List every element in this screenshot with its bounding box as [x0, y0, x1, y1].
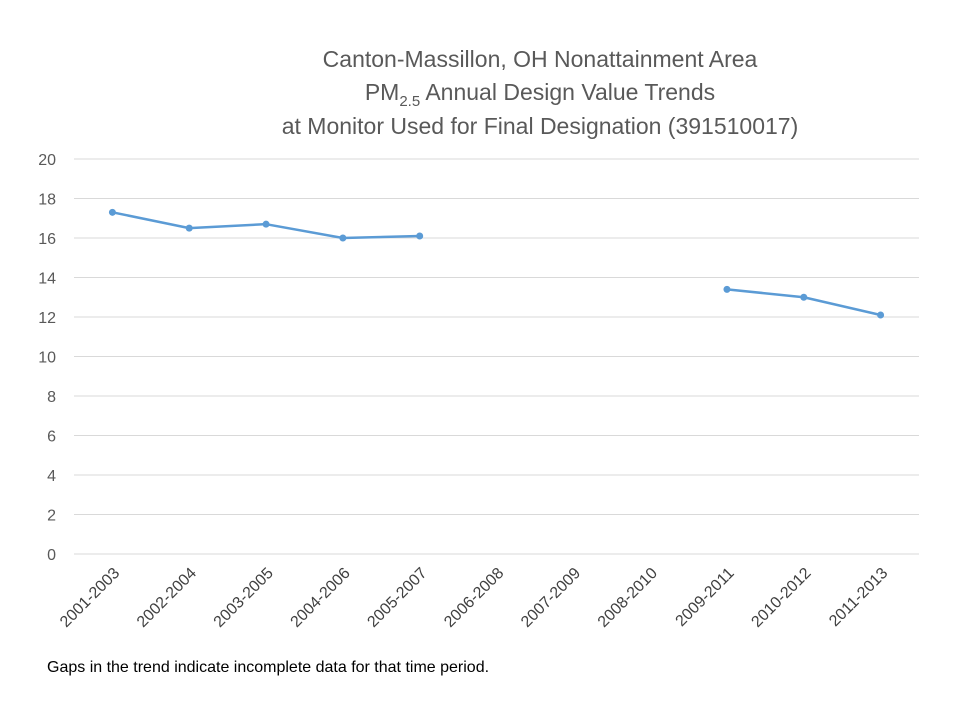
y-tick-label: 18 [38, 192, 56, 209]
data-point [339, 234, 347, 242]
x-tick-label: 2007-2009 [518, 565, 584, 631]
series-line-segment [726, 288, 881, 317]
y-tick-label: 12 [38, 310, 56, 327]
x-tick-label: 2005-2007 [364, 565, 430, 631]
data-point [877, 311, 885, 319]
x-tick-label: 2009-2011 [672, 565, 737, 630]
chart-title-line-2: PM2.5 Annual Design Value Trends [365, 79, 715, 110]
y-axis-ticks: 0 2 4 6 8 10 12 14 16 18 20 [38, 152, 56, 564]
data-point [723, 285, 731, 293]
chart-title-line-1: Canton-Massillon, OH Nonattainment Area [323, 46, 758, 72]
y-tick-label: 16 [38, 231, 56, 248]
x-tick-label: 2011-2013 [826, 565, 891, 630]
x-tick-label: 2010-2012 [748, 565, 814, 631]
data-point [108, 208, 116, 216]
y-tick-label: 2 [47, 508, 56, 525]
y-tick-label: 0 [47, 547, 56, 564]
footnote: Gaps in the trend indicate incomplete da… [47, 659, 490, 676]
x-tick-label: 2008-2010 [595, 565, 661, 631]
data-point [800, 293, 808, 301]
chart-title-line-3: at Monitor Used for Final Designation (3… [282, 113, 799, 139]
x-tick-label: 2004-2006 [288, 565, 354, 631]
data-point [416, 232, 424, 240]
chart-title-pm: PM [365, 79, 400, 105]
data-point [185, 224, 193, 232]
x-axis-ticks: 2001-2003 2002-2004 2003-2005 2004-2006 2005… [57, 565, 891, 631]
y-tick-label: 14 [38, 271, 56, 288]
y-tick-label: 20 [38, 152, 56, 169]
data-point [262, 220, 270, 228]
gridlines [74, 158, 919, 555]
series-lines [112, 211, 881, 317]
x-tick-label: 2003-2005 [211, 565, 277, 631]
y-tick-label: 10 [38, 350, 56, 367]
y-tick-label: 8 [47, 389, 56, 406]
x-tick-label: 2006-2008 [441, 565, 507, 631]
x-tick-label: 2002-2004 [134, 565, 200, 631]
chart-title-suffix: Annual Design Value Trends [420, 79, 715, 105]
chart-title-subscript: 2.5 [399, 93, 420, 110]
x-tick-label: 2001-2003 [57, 565, 123, 631]
series-points [108, 208, 885, 319]
y-tick-label: 4 [47, 468, 56, 485]
y-tick-label: 6 [47, 429, 56, 446]
